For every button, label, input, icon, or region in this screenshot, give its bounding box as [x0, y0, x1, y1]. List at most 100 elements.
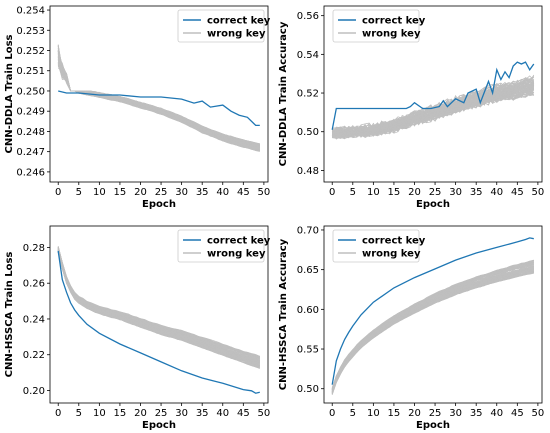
wrong-key-series-line [331, 271, 534, 395]
wrong-key-series-line [332, 81, 535, 134]
y-tick-label: 0.60 [297, 305, 319, 316]
x-tick-label: 25 [155, 187, 168, 198]
x-tick-label: 20 [408, 187, 421, 198]
y-tick-label: 0.28 [23, 243, 45, 254]
y-tick-label: 0.65 [297, 265, 319, 276]
x-tick-label: 35 [470, 408, 483, 419]
correct-key-series-line [58, 90, 260, 127]
legend: correct key wrong key [177, 229, 271, 263]
legend-entry: correct key [362, 16, 426, 27]
y-axis-label: CNN-DDLA Train Accuracy [278, 21, 289, 166]
y-tick-label: 0.24 [23, 314, 45, 325]
x-tick-label: 20 [408, 408, 421, 419]
x-tick-label: 40 [216, 187, 229, 198]
x-tick-label: 0 [329, 408, 335, 419]
wrong-key-series-line [331, 267, 534, 392]
legend-box [332, 9, 420, 43]
plot-frame [49, 225, 269, 404]
x-tick-label: 20 [134, 408, 147, 419]
legend: correct key wrong key [177, 9, 271, 43]
wrong-key-series-line [57, 246, 260, 358]
x-tick-label: 40 [216, 408, 229, 419]
correct-key-series-line [57, 250, 260, 394]
wrong-key-series-line [57, 249, 260, 364]
x-tick-label: 15 [114, 187, 127, 198]
x-tick-label: 35 [196, 408, 209, 419]
x-tick-label: 15 [388, 408, 401, 419]
wrong-key-series-line [57, 250, 260, 365]
plot-frame [49, 5, 269, 183]
y-tick-label: 0.250 [16, 86, 45, 97]
legend-entry: wrong key [207, 249, 266, 260]
x-axis-label: Epoch [142, 199, 176, 210]
y-tick-label: 0.251 [16, 66, 45, 77]
x-tick-label: 25 [429, 408, 442, 419]
x-tick-label: 40 [490, 187, 503, 198]
plot-frame [323, 225, 543, 404]
x-tick-label: 15 [114, 408, 127, 419]
wrong-key-series-line [331, 263, 534, 390]
y-tick-label: 0.54 [297, 50, 319, 61]
y-tick-label: 0.50 [297, 384, 319, 395]
y-tick-label: 0.248 [16, 127, 45, 138]
y-tick-label: 0.70 [297, 225, 319, 236]
x-tick-label: 10 [93, 187, 106, 198]
x-tick-label: 45 [237, 408, 250, 419]
x-tick-label: 5 [350, 187, 356, 198]
x-tick-label: 45 [237, 187, 250, 198]
y-tick-label: 0.55 [297, 345, 319, 356]
y-tick-label: 0.246 [16, 167, 45, 178]
x-tick-label: 30 [175, 187, 188, 198]
x-tick-label: 25 [155, 408, 168, 419]
legend: correct key wrong key [332, 229, 426, 263]
y-axis-label: CNN-HSSCA Train Loss [4, 252, 15, 378]
y-tick-label: 0.48 [297, 166, 319, 177]
x-axis-label: Epoch [416, 420, 450, 431]
y-tick-label: 0.26 [23, 279, 45, 290]
wrong-key-series-line [57, 51, 260, 148]
legend-box [177, 229, 265, 263]
x-tick-label: 50 [258, 408, 271, 419]
x-tick-label: 45 [511, 187, 524, 198]
y-tick-label: 0.247 [16, 147, 45, 158]
wrong-key-series-line [332, 87, 534, 138]
x-tick-label: 0 [55, 408, 61, 419]
x-tick-label: 30 [449, 187, 462, 198]
x-tick-label: 30 [449, 408, 462, 419]
y-axis-label: CNN-HSSCA Train Accuracy [278, 238, 289, 390]
y-tick-label: 0.56 [297, 11, 319, 22]
x-tick-label: 5 [76, 408, 82, 419]
x-tick-label: 5 [350, 408, 356, 419]
y-tick-label: 0.52 [297, 89, 319, 100]
y-tick-label: 0.253 [16, 26, 45, 37]
x-tick-label: 50 [532, 187, 545, 198]
x-tick-label: 15 [388, 187, 401, 198]
y-tick-label: 0.22 [23, 350, 45, 361]
x-tick-label: 25 [429, 187, 442, 198]
wrong-key-series-line [57, 252, 260, 369]
y-tick-label: 0.50 [297, 127, 319, 138]
correct-key-series-line [331, 61, 535, 130]
y-tick-label: 0.254 [16, 6, 45, 17]
wrong-key-series-line [331, 90, 534, 137]
legend-entry: correct key [207, 16, 271, 27]
x-tick-label: 30 [175, 408, 188, 419]
x-tick-label: 10 [367, 408, 380, 419]
legend-entry: wrong key [362, 29, 421, 40]
x-tick-label: 0 [329, 187, 335, 198]
x-tick-label: 45 [511, 408, 524, 419]
x-tick-label: 20 [134, 187, 147, 198]
wrong-key-series-line [57, 248, 260, 362]
x-tick-label: 10 [367, 187, 380, 198]
y-tick-label: 0.252 [16, 46, 45, 57]
wrong-key-series-line [331, 266, 534, 392]
chart-panel-1: 0 5 10 15 20 25 30 35 40 45 50 0.246 0.247 0.248 0.249… [4, 6, 271, 210]
x-tick-label: 5 [76, 187, 82, 198]
x-tick-label: 0 [55, 187, 61, 198]
wrong-key-series-line [57, 53, 260, 151]
legend: correct key wrong key [332, 9, 426, 43]
wrong-key-series-line [331, 271, 534, 395]
y-tick-label: 0.20 [23, 386, 45, 397]
wrong-key-series-line [57, 45, 260, 146]
